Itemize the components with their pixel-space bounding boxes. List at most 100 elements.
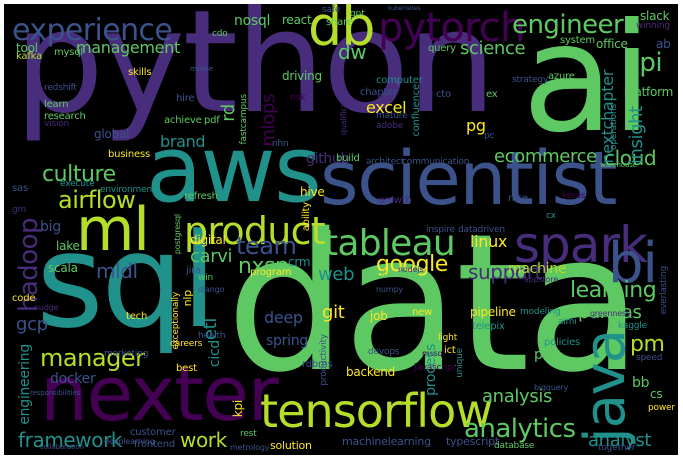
word-scientist: scientist xyxy=(320,136,618,222)
word-ex: ex xyxy=(486,89,498,100)
word-backend: backend xyxy=(346,365,396,379)
word-redshift: redshift xyxy=(44,83,77,93)
word-pandas: pandas xyxy=(578,302,642,323)
word-fastcampus: fastcampus xyxy=(239,94,249,145)
word-frontend: frontend xyxy=(134,439,176,450)
word-python: python xyxy=(14,4,497,145)
word-pl: pl xyxy=(534,347,547,363)
word-mobile: mobile xyxy=(190,65,213,73)
word-linux: linux xyxy=(470,232,508,251)
word-sas: sas xyxy=(12,183,28,194)
word-health: health xyxy=(198,331,226,341)
word-ai: ai xyxy=(522,4,653,166)
word-qualifications: qualifications xyxy=(339,84,348,136)
word-framework: framework xyxy=(18,428,123,452)
word-pm: pm xyxy=(630,332,665,357)
word-deeplearning: deeplearning xyxy=(104,437,155,446)
word-program: program xyxy=(250,267,292,278)
word-azure: azure xyxy=(548,71,575,82)
word-cdo: cdo xyxy=(212,29,228,39)
word-kubernetes: kubernetes xyxy=(388,5,421,12)
word-mature: mature xyxy=(376,111,408,121)
word-responsibilities: responsibilities xyxy=(30,389,81,397)
word-work: work xyxy=(180,428,227,452)
word-cx: cx xyxy=(546,211,556,221)
word-product: product xyxy=(184,209,326,253)
word-growth: growth xyxy=(378,195,412,206)
word-adobe: adobe xyxy=(376,121,404,131)
word-kafka: kafka xyxy=(16,51,43,62)
word-science: science xyxy=(460,38,526,59)
word-tableau: tableau xyxy=(324,223,456,264)
word-spark: spark xyxy=(514,216,648,274)
word-sql: sql xyxy=(36,205,217,357)
word-nhn: nhn xyxy=(272,139,289,149)
word-learning: learning xyxy=(570,278,657,303)
word-dw: dw xyxy=(338,40,367,64)
word-environment: environment xyxy=(100,185,156,195)
word-ab: ab xyxy=(656,37,671,51)
word-airflow: airflow xyxy=(58,186,136,214)
word-analytics: analytics xyxy=(464,414,576,444)
word-postgresql: postgresql xyxy=(173,214,182,255)
word-github: github xyxy=(306,151,350,167)
word-nosql: nosql xyxy=(234,13,271,29)
word-share: share xyxy=(326,17,353,28)
word-digital: digital xyxy=(190,233,226,247)
word-machine: machine xyxy=(508,261,567,277)
word-management: management xyxy=(76,38,180,57)
word-tensorflow: tensorflow xyxy=(260,384,493,438)
word-mldl: mldl xyxy=(96,259,138,283)
word-data: data xyxy=(226,193,643,414)
word-research: research xyxy=(44,111,86,122)
word-telepix: telepix xyxy=(472,321,505,332)
word-metrology: metrology xyxy=(230,443,270,452)
word-business: business xyxy=(108,149,150,160)
word-best: best xyxy=(176,363,197,374)
word-insight: insight xyxy=(626,106,647,165)
word-pytorch: pytorch xyxy=(378,5,525,51)
word-gm: gm xyxy=(12,205,27,215)
word-operations: operations xyxy=(609,104,619,151)
word-git: git xyxy=(322,302,345,323)
word-google: google xyxy=(376,252,448,277)
word-crm: crm xyxy=(288,255,311,269)
word-culture: culture xyxy=(42,162,116,187)
word-driving: driving xyxy=(282,69,322,83)
word-platform: platform xyxy=(624,85,674,99)
word-pdf: pdf xyxy=(204,115,220,126)
word-team: team xyxy=(236,232,297,260)
word-analysis: analysis xyxy=(482,386,552,407)
word-support: support xyxy=(468,260,542,284)
word-execute: execute xyxy=(60,179,95,189)
word-everlasting: everlasting xyxy=(659,266,669,315)
word-policies: policies xyxy=(544,337,581,348)
word-warehouse: warehouse xyxy=(600,161,637,169)
word-inspire: inspire xyxy=(426,225,455,235)
word-bb: bb xyxy=(632,375,650,391)
word-engineer: engineer xyxy=(512,10,624,40)
word-skills: skills xyxy=(128,67,152,78)
word-query: query xyxy=(428,43,456,54)
word-database: database xyxy=(494,441,535,451)
word-rd: rd xyxy=(218,104,239,122)
word-java: java xyxy=(573,330,638,443)
word-pg: pg xyxy=(466,116,486,135)
word-pc: pc xyxy=(484,131,495,141)
word-gpt: gpt xyxy=(350,9,365,19)
word-scala: scala xyxy=(48,261,78,275)
word-risk: risk xyxy=(290,93,306,103)
word-ability: ability xyxy=(301,202,312,232)
word-confluence: confluence xyxy=(411,84,422,137)
word-engineering: engineering xyxy=(17,344,33,425)
word-bigquery: bigquery xyxy=(534,383,569,392)
word-spring: spring xyxy=(266,333,308,349)
word-safe: safe xyxy=(322,5,341,15)
word-nice: nice xyxy=(508,193,528,204)
word-slack: slack xyxy=(640,9,670,23)
word-web: web xyxy=(318,264,355,285)
word-docker: docker xyxy=(50,371,96,387)
word-nodejs: nodejs xyxy=(398,265,424,274)
word-system: system xyxy=(560,35,595,46)
word-job: job xyxy=(370,309,388,323)
